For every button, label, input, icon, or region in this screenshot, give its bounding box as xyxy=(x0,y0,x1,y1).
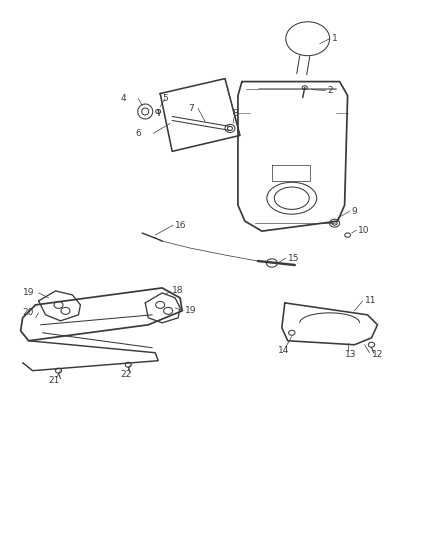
Text: 7: 7 xyxy=(188,104,194,113)
Text: 21: 21 xyxy=(49,376,60,385)
Text: 8: 8 xyxy=(232,109,238,118)
Text: 10: 10 xyxy=(357,225,369,235)
Text: 13: 13 xyxy=(345,350,356,359)
Text: 19: 19 xyxy=(185,306,197,316)
Text: 19: 19 xyxy=(23,288,34,297)
Text: 18: 18 xyxy=(172,286,184,295)
Text: 1: 1 xyxy=(332,34,337,43)
Text: 15: 15 xyxy=(288,254,299,263)
Text: 9: 9 xyxy=(352,207,357,216)
Text: 2: 2 xyxy=(328,86,333,95)
Text: 11: 11 xyxy=(364,296,376,305)
Text: 5: 5 xyxy=(162,94,168,103)
Text: 4: 4 xyxy=(120,94,126,103)
Text: 22: 22 xyxy=(120,370,131,379)
Text: 6: 6 xyxy=(135,129,141,138)
Text: 16: 16 xyxy=(175,221,187,230)
Text: 12: 12 xyxy=(371,350,383,359)
Text: 14: 14 xyxy=(278,346,289,355)
Text: 20: 20 xyxy=(23,309,34,317)
